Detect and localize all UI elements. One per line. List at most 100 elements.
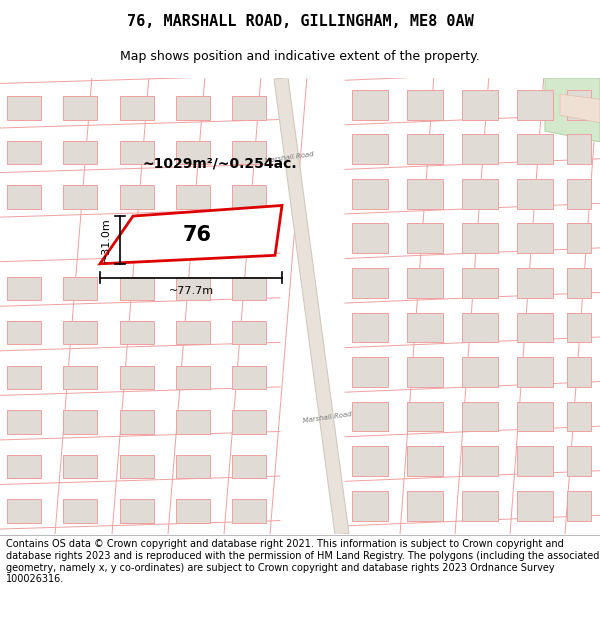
Bar	[567, 179, 591, 209]
Bar	[352, 402, 388, 431]
Bar	[407, 446, 443, 476]
Bar	[567, 134, 591, 164]
Bar	[352, 268, 388, 298]
Bar	[352, 491, 388, 521]
Bar	[352, 179, 388, 209]
Bar	[120, 185, 154, 209]
Bar	[462, 179, 498, 209]
Bar	[63, 141, 97, 164]
Bar	[407, 312, 443, 342]
Text: 76: 76	[183, 225, 212, 245]
Bar	[407, 402, 443, 431]
Bar	[63, 455, 97, 478]
Bar	[63, 366, 97, 389]
Bar	[120, 455, 154, 478]
Bar	[407, 90, 443, 119]
Bar	[176, 276, 210, 300]
Polygon shape	[100, 206, 282, 264]
Bar	[517, 179, 553, 209]
Bar	[232, 499, 266, 522]
Text: Marshall Road: Marshall Road	[264, 151, 314, 164]
Bar	[120, 366, 154, 389]
Bar	[352, 90, 388, 119]
Bar	[567, 491, 591, 521]
Bar	[462, 357, 498, 387]
Bar	[517, 402, 553, 431]
Bar	[567, 446, 591, 476]
Bar	[7, 185, 41, 209]
Bar	[232, 96, 266, 119]
Bar	[176, 366, 210, 389]
Bar	[232, 455, 266, 478]
Bar	[63, 410, 97, 434]
Bar	[7, 321, 41, 344]
Bar	[462, 90, 498, 119]
Bar	[63, 321, 97, 344]
Bar	[352, 357, 388, 387]
Bar	[517, 312, 553, 342]
Bar	[7, 499, 41, 522]
Bar	[120, 499, 154, 522]
Bar	[517, 224, 553, 253]
Bar	[176, 321, 210, 344]
Bar	[7, 96, 41, 119]
Bar	[352, 446, 388, 476]
Bar	[517, 491, 553, 521]
Bar	[407, 224, 443, 253]
Bar	[407, 179, 443, 209]
Text: Marshall Road: Marshall Road	[302, 411, 352, 424]
Bar	[120, 276, 154, 300]
Bar	[352, 312, 388, 342]
Bar	[407, 268, 443, 298]
Bar	[462, 491, 498, 521]
Bar	[176, 410, 210, 434]
Bar	[63, 499, 97, 522]
Bar	[567, 268, 591, 298]
Bar	[462, 446, 498, 476]
Bar	[517, 268, 553, 298]
Polygon shape	[545, 78, 600, 142]
Text: ~77.7m: ~77.7m	[169, 286, 214, 296]
Bar	[567, 357, 591, 387]
Polygon shape	[560, 94, 600, 122]
Bar	[352, 224, 388, 253]
Bar	[517, 357, 553, 387]
Bar	[462, 268, 498, 298]
Bar	[462, 312, 498, 342]
Bar	[407, 357, 443, 387]
Bar	[232, 410, 266, 434]
Bar	[462, 134, 498, 164]
Bar	[232, 276, 266, 300]
Bar	[517, 446, 553, 476]
Bar	[232, 141, 266, 164]
Bar	[7, 276, 41, 300]
Bar	[120, 321, 154, 344]
Text: ~31.0m: ~31.0m	[101, 217, 111, 262]
Bar	[63, 276, 97, 300]
Bar	[7, 410, 41, 434]
Text: 76, MARSHALL ROAD, GILLINGHAM, ME8 0AW: 76, MARSHALL ROAD, GILLINGHAM, ME8 0AW	[127, 14, 473, 29]
Bar	[7, 141, 41, 164]
Bar	[567, 224, 591, 253]
Bar	[176, 499, 210, 522]
Bar	[567, 402, 591, 431]
Bar	[232, 185, 266, 209]
Bar	[176, 185, 210, 209]
Bar	[120, 141, 154, 164]
Bar	[120, 410, 154, 434]
Bar	[517, 90, 553, 119]
Text: Contains OS data © Crown copyright and database right 2021. This information is : Contains OS data © Crown copyright and d…	[6, 539, 599, 584]
Polygon shape	[274, 77, 349, 536]
Bar	[232, 366, 266, 389]
Bar	[176, 455, 210, 478]
Bar	[462, 402, 498, 431]
Bar	[176, 96, 210, 119]
Bar	[517, 134, 553, 164]
Bar	[176, 141, 210, 164]
Bar	[120, 96, 154, 119]
Bar	[232, 321, 266, 344]
Bar	[352, 134, 388, 164]
Text: Map shows position and indicative extent of the property.: Map shows position and indicative extent…	[120, 50, 480, 62]
Bar	[567, 90, 591, 119]
Bar	[407, 134, 443, 164]
